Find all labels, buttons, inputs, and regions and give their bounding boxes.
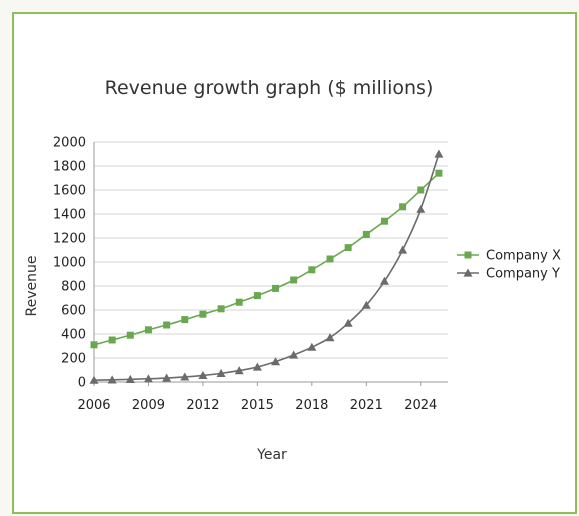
data-point-company-x: [308, 266, 316, 274]
series-line-company-x: [93, 172, 440, 346]
data-point-company-x: [380, 217, 388, 225]
data-point-company-x: [163, 321, 171, 329]
y-tick-label: 200: [61, 352, 86, 367]
data-point-company-x: [253, 292, 261, 300]
data-point-company-y: [143, 374, 153, 383]
data-point-company-x: [435, 169, 443, 177]
legend-marker-company-y: [463, 268, 473, 277]
data-point-company-x: [144, 326, 152, 334]
y-tick-label: 800: [61, 280, 86, 295]
y-tick-label: 1600: [53, 184, 86, 199]
y-tick-labels: 0 200 400 600 800 1000 1200 1400 1600 1800 2000: [53, 136, 86, 391]
data-point-company-y: [416, 204, 426, 213]
series-line-company-y: [93, 153, 440, 381]
x-tick-label: 2021: [350, 398, 383, 413]
y-tick-label: 1200: [53, 232, 86, 247]
data-point-company-x: [326, 255, 334, 263]
data-point-company-y: [361, 300, 371, 309]
x-tick-label: 2024: [404, 398, 437, 413]
data-point-company-x: [181, 316, 189, 324]
data-point-company-x: [344, 244, 352, 252]
data-point-company-x: [235, 298, 243, 306]
data-point-company-y: [379, 276, 389, 285]
chart-title: Revenue growth graph ($ millions): [105, 77, 434, 99]
data-point-company-x: [362, 230, 370, 238]
y-tick-label: 400: [61, 328, 86, 343]
data-point-company-x: [290, 276, 298, 284]
data-point-company-x: [90, 341, 98, 349]
y-tick-label: 0: [78, 376, 86, 391]
x-tick-label: 2009: [132, 398, 165, 413]
legend-marker-company-x: [464, 251, 472, 259]
data-point-company-x: [217, 305, 225, 313]
y-tick-label: 600: [61, 304, 86, 319]
x-tick-label: 2006: [77, 398, 110, 413]
x-tick-label: 2018: [295, 398, 328, 413]
data-point-company-x: [272, 284, 280, 292]
data-point-company-x: [108, 336, 116, 344]
legend-label-company-y: Company Y: [486, 267, 560, 282]
y-axis-label: Revenue: [24, 256, 40, 317]
y-tick-label: 2000: [53, 136, 86, 151]
data-point-company-y: [180, 372, 190, 381]
x-tick-labels: 2006 2009 2012 2015 2018 2021 2024: [77, 398, 437, 413]
data-point-company-x: [126, 331, 134, 339]
data-point-company-y: [343, 318, 353, 327]
data-point-company-x: [399, 203, 407, 211]
data-point-company-y: [107, 375, 117, 384]
data-point-company-y: [89, 375, 99, 384]
y-tick-label: 1800: [53, 160, 86, 175]
data-point-company-y: [271, 357, 281, 366]
grid-lines: [94, 141, 448, 383]
x-axis-label: Year: [256, 447, 287, 463]
x-tick-label: 2015: [241, 398, 274, 413]
data-point-company-y: [125, 374, 135, 383]
chart-frame: Revenue growth graph ($ millions) 0 200 40…: [12, 12, 577, 514]
data-point-company-y: [162, 373, 172, 382]
data-point-company-y: [434, 149, 444, 158]
x-tick-label: 2012: [186, 398, 219, 413]
data-point-company-x: [199, 310, 207, 318]
data-point-company-y: [216, 368, 226, 377]
data-point-company-y: [289, 350, 299, 359]
data-point-company-y: [325, 333, 335, 342]
data-point-company-x: [417, 186, 425, 194]
data-point-company-y: [398, 245, 408, 254]
data-point-company-y: [234, 366, 244, 375]
legend-label-company-x: Company X: [486, 249, 561, 264]
revenue-chart: Revenue growth graph ($ millions) 0 200 40…: [24, 77, 561, 463]
data-point-company-y: [198, 370, 208, 379]
data-point-company-y: [307, 342, 317, 351]
y-tick-label: 1000: [53, 256, 86, 271]
data-point-company-y: [252, 362, 262, 371]
series-lines: [89, 149, 444, 384]
legend: Company X Company Y: [457, 249, 561, 282]
y-tick-label: 1400: [53, 208, 86, 223]
